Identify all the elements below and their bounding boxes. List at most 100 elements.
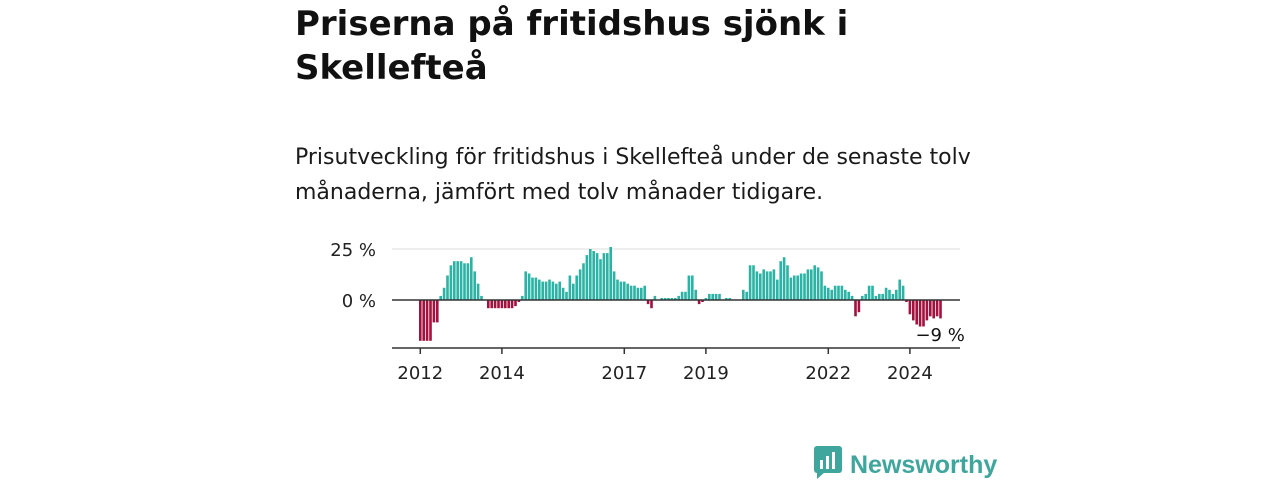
bar: [476, 283, 480, 300]
bar: [891, 293, 895, 300]
bar: [776, 279, 779, 300]
bar: [456, 261, 459, 300]
bar: [565, 291, 568, 300]
bar: [939, 300, 942, 319]
bar: [589, 249, 592, 300]
bar: [493, 300, 497, 309]
bars: [419, 247, 942, 341]
axes: [392, 299, 960, 354]
bar: [704, 298, 708, 300]
bar: [905, 300, 908, 302]
bar: [922, 300, 925, 327]
bar: [861, 295, 864, 300]
bar-chart: 25 % 0 % 2012 2014 2017 2019 2022 2024 −9 %: [330, 240, 965, 384]
bar: [691, 275, 694, 300]
bar: [582, 263, 585, 300]
end-value-label: −9 %: [915, 325, 964, 346]
bar: [898, 279, 901, 300]
bar: [453, 261, 456, 300]
bar: [867, 285, 871, 300]
bar: [806, 269, 810, 300]
bar: [504, 300, 507, 309]
bar: [585, 255, 589, 300]
bar: [874, 295, 878, 300]
bar: [762, 269, 765, 300]
bar: [677, 295, 680, 300]
bar: [602, 253, 606, 300]
bar: [765, 271, 769, 300]
bar: [888, 289, 891, 300]
bar: [561, 287, 565, 300]
newsworthy-brand: Newsworthy: [814, 446, 997, 484]
bar: [425, 300, 429, 341]
bar: [840, 285, 844, 300]
bar: [884, 287, 888, 300]
bar: [497, 300, 500, 309]
bar: [810, 269, 813, 300]
bar: [854, 300, 857, 317]
bar: [473, 271, 476, 300]
bar: [701, 300, 704, 302]
chart-title: Priserna på fritidshus sjönk i Skellefte…: [295, 4, 849, 88]
bar: [786, 265, 789, 300]
bar: [517, 300, 521, 302]
bar: [830, 289, 833, 300]
x-tick-label: 2022: [805, 363, 851, 384]
bar: [568, 275, 572, 300]
bar: [653, 295, 657, 300]
bar: [490, 300, 493, 309]
bar: [646, 300, 650, 305]
bar: [697, 300, 701, 305]
bar: [626, 283, 629, 300]
bar: [510, 300, 514, 309]
bar: [466, 263, 470, 300]
bar: [823, 285, 827, 300]
bar: [470, 257, 473, 300]
bar: [463, 263, 466, 300]
bar: [725, 298, 728, 300]
bar: [827, 287, 830, 300]
bar: [895, 289, 898, 300]
bar: [650, 300, 653, 309]
bar: [446, 275, 449, 300]
bar: [449, 265, 453, 300]
bar: [667, 298, 670, 300]
bar: [796, 275, 799, 300]
bar: [640, 287, 643, 300]
bar: [623, 281, 626, 300]
bar: [912, 300, 915, 321]
bar: [599, 259, 602, 300]
bar: [429, 300, 432, 341]
bar: [551, 281, 555, 300]
bar: [432, 300, 436, 323]
bar: [521, 295, 524, 300]
bar: [708, 293, 711, 300]
bar: [507, 300, 510, 309]
bar: [541, 281, 544, 300]
bar: [932, 300, 935, 319]
bar: [670, 298, 674, 300]
bar: [538, 279, 541, 300]
chart-subtitle: Prisutveckling för fritidshus i Skelleft…: [295, 145, 971, 205]
bar: [881, 293, 884, 300]
bar: [629, 285, 633, 300]
bar: [847, 291, 850, 300]
bar: [752, 265, 755, 300]
bar: [745, 291, 748, 300]
bar: [524, 271, 527, 300]
bar: [555, 283, 558, 300]
bar: [680, 291, 684, 300]
bar: [609, 247, 612, 300]
bar: [616, 279, 619, 300]
bar: [487, 300, 490, 309]
bar: [619, 281, 623, 300]
bar: [527, 273, 531, 300]
bar: [833, 285, 837, 300]
bar: [929, 300, 932, 317]
bar: [837, 285, 840, 300]
bar: [575, 275, 578, 300]
bar: [480, 295, 483, 300]
x-tick-label: 2017: [601, 363, 647, 384]
bar: [857, 300, 861, 313]
bar: [633, 285, 636, 300]
